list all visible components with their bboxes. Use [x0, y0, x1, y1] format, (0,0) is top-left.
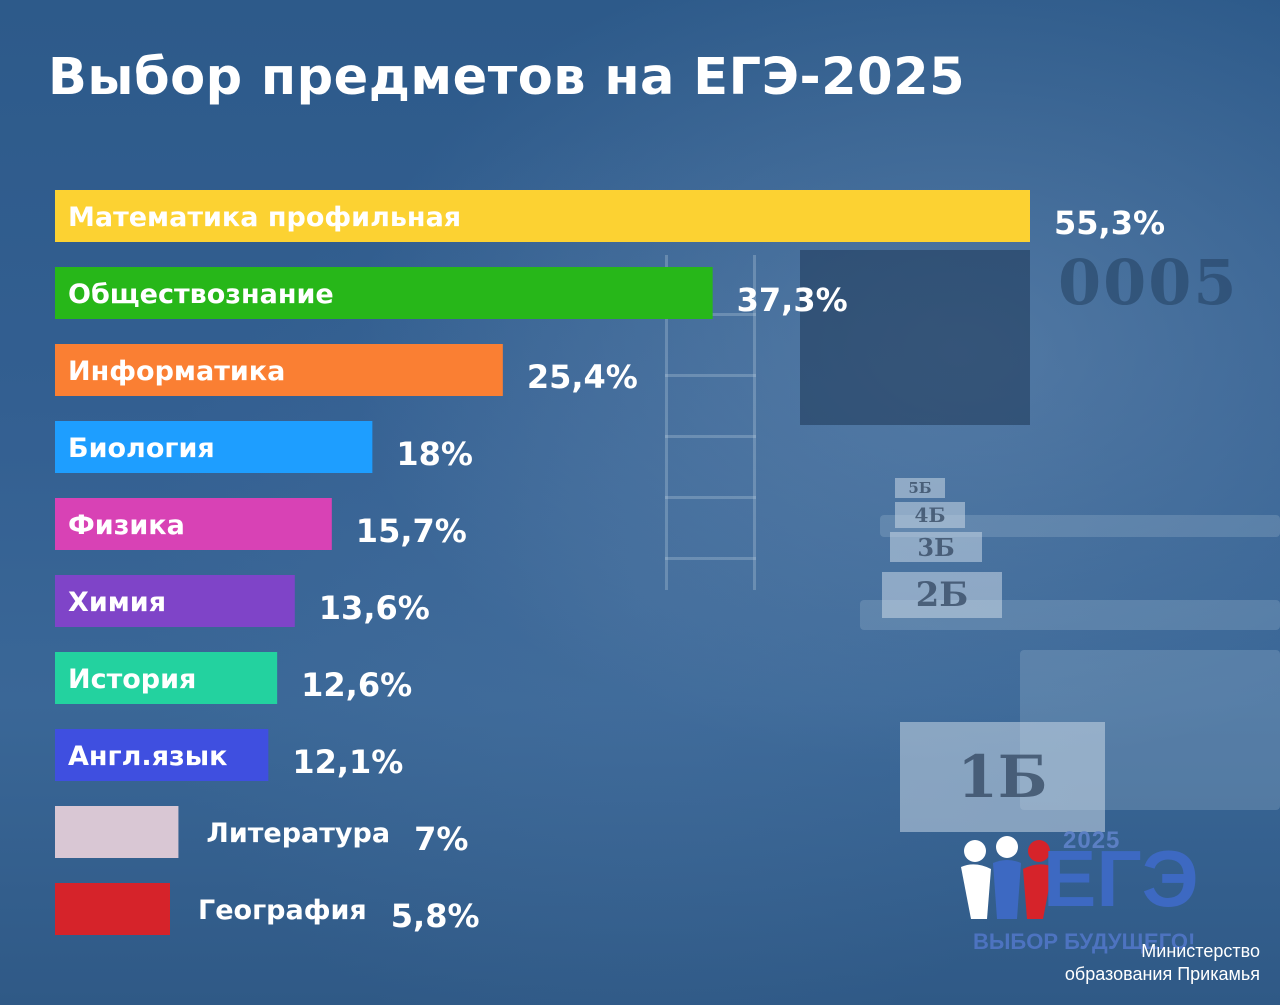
bar-value-label: 12,1% [292, 743, 403, 781]
logo-slogan: ВЫБОР БУДУЩЕГО! [973, 929, 1196, 954]
bar [55, 575, 295, 627]
ege-logo: 2025 ЕГЭ ВЫБОР БУДУЩЕГО! [955, 825, 1225, 960]
logo-text: ЕГЭ [1043, 834, 1199, 923]
bar [55, 344, 503, 396]
bar-category-label: Информатика [68, 356, 285, 387]
ministry-credit: Министерство образования Прикамья [1065, 940, 1260, 986]
background-board-number: 0005 [1058, 246, 1239, 319]
bar [55, 729, 269, 781]
background-desk-tag: 4Б [895, 502, 965, 528]
background-desk-tag: 3Б [890, 532, 982, 562]
bar [55, 883, 170, 935]
bar [55, 498, 332, 550]
bar-category-label: Англ.язык [68, 741, 227, 772]
bar-category-label: Физика [68, 510, 185, 541]
bar-value-label: 7% [414, 820, 468, 858]
bar [55, 806, 179, 858]
background-desk-tag: 1Б [900, 722, 1105, 832]
bar-category-label: Обществознание [68, 279, 334, 310]
bar [55, 267, 713, 319]
bar-value-label: 5,8% [391, 897, 480, 935]
bar [55, 652, 278, 704]
bar-category-label: География [198, 895, 367, 926]
bar-category-label: Биология [68, 433, 215, 464]
bar-value-label: 37,3% [737, 281, 848, 319]
bar-value-label: 12,6% [301, 666, 412, 704]
chart-title: Выбор предметов на ЕГЭ-2025 [48, 48, 966, 107]
bar-category-label: История [68, 664, 196, 695]
bar [55, 190, 1030, 242]
bar-value-label: 13,6% [319, 589, 430, 627]
bar-value-label: 25,4% [527, 358, 638, 396]
background-desk [880, 515, 1280, 537]
ministry-line-2: образования Прикамья [1064, 964, 1260, 984]
bar-category-label: Литература [206, 818, 390, 849]
people-icon [961, 836, 1053, 919]
bar-value-label: 55,3% [1054, 204, 1165, 242]
bar [55, 421, 373, 473]
bar-value-label: 15,7% [356, 512, 467, 550]
background-desk-tag: 5Б [895, 478, 945, 498]
ministry-line-1: Министерство [1141, 941, 1260, 961]
bar-value-label: 18% [396, 435, 473, 473]
bar-category-label: Химия [68, 587, 166, 618]
background-board [800, 250, 1030, 425]
bar-category-label: Математика профильная [68, 202, 461, 233]
background-desk-tag: 2Б [882, 572, 1002, 618]
logo-year: 2025 [1063, 827, 1121, 854]
